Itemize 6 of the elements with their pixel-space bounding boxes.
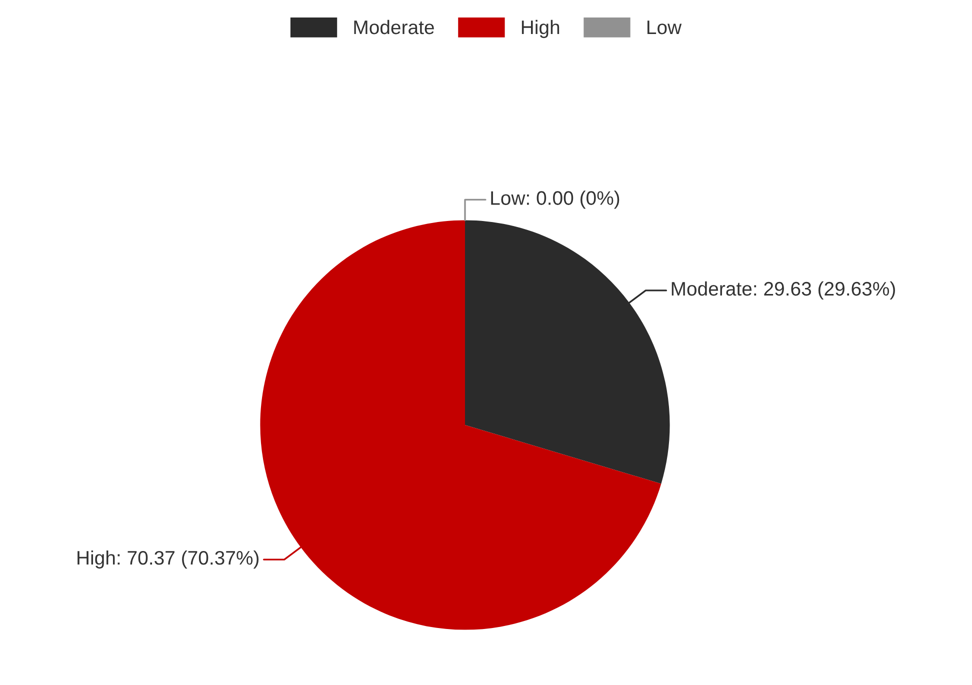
text: Low: 0.00 (0%) (491, 190, 620, 209)
legend-label: Low (647, 20, 682, 34)
data-label: High: 70.37 (70.37%) (78, 550, 259, 569)
data-label: Moderate: 29.63 (29.63%) (672, 281, 895, 300)
legend-label: High (522, 20, 560, 38)
legend-label: Moderate (354, 20, 434, 34)
